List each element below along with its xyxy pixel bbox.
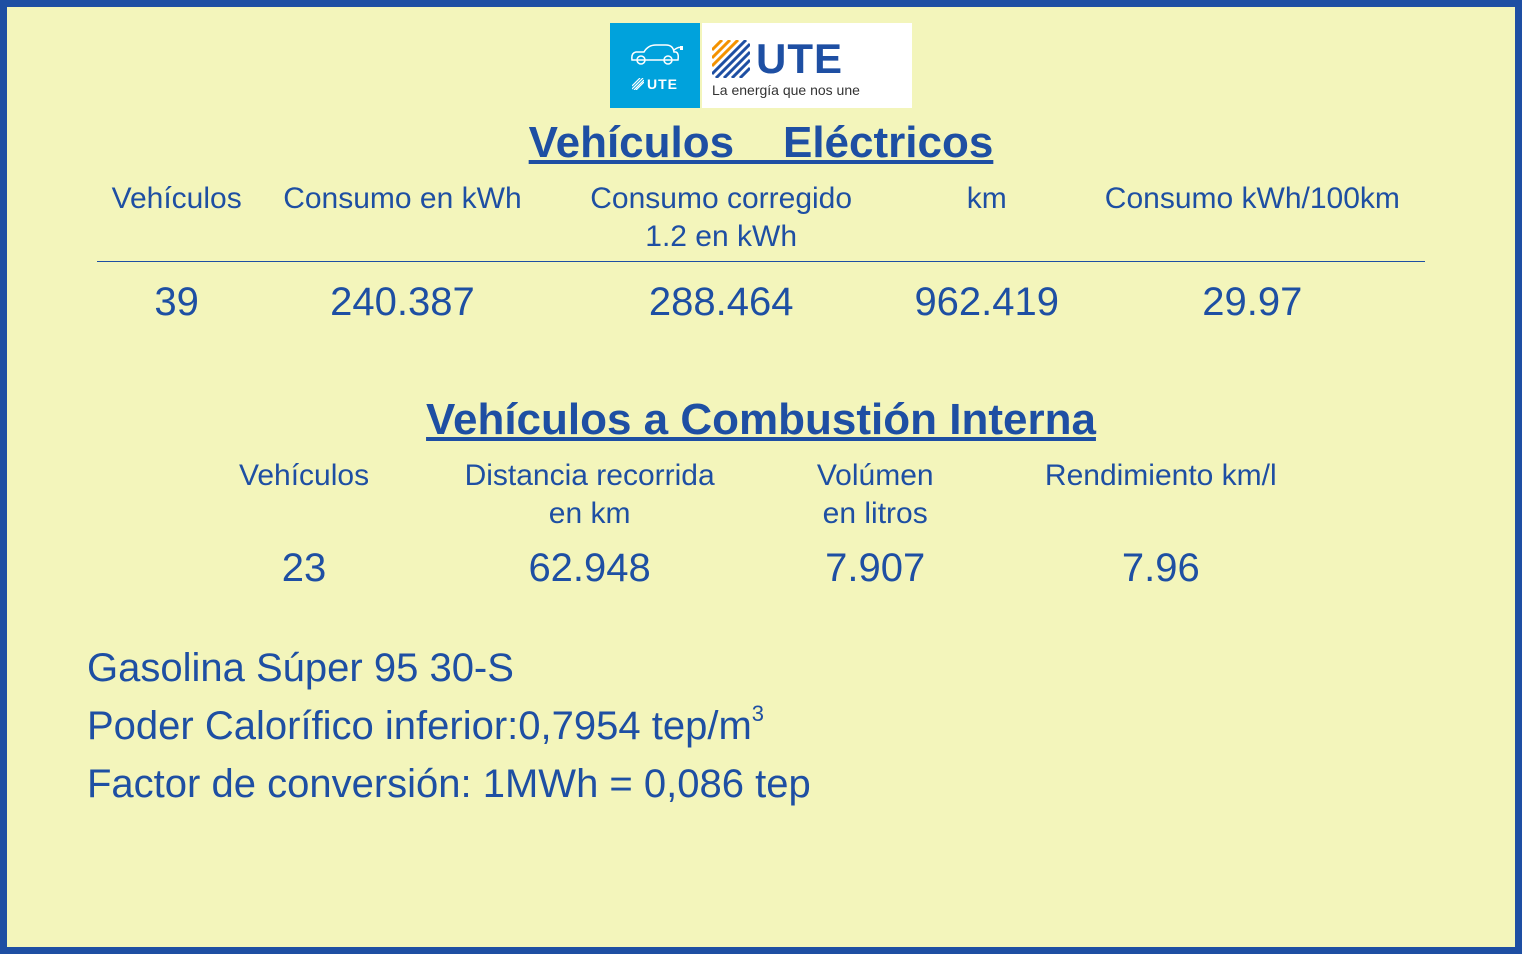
header-ic-c3-line2: en litros — [761, 495, 989, 533]
header-c3-line1: Consumo corregido — [549, 180, 894, 218]
ic-rendimiento-value: 7.96 — [989, 546, 1332, 591]
notes-block: Gasolina Súper 95 30-S Poder Calorífico … — [87, 639, 1475, 813]
header-ic-c2-line2: en km — [418, 495, 761, 533]
ute-tagline: La energía que nos une — [712, 82, 902, 98]
electric-table-row: 39 240.387 288.464 962.419 29.97 — [97, 262, 1425, 325]
ev-100km-value: 29.97 — [1080, 280, 1425, 325]
ute-text-big: UTE — [756, 38, 843, 80]
ute-stripes-icon — [712, 40, 750, 78]
ute-logo-small: UTE — [632, 76, 678, 92]
ute-stripes-icon-small — [632, 78, 644, 90]
logo-ute-main: UTE La energía que nos une — [702, 23, 912, 108]
header-c3-line2: 1.2 en kWh — [549, 218, 894, 256]
logo-row: UTE UTE La — [47, 23, 1475, 108]
ev-km-value: 962.419 — [894, 280, 1080, 325]
ute-logo-big-row: UTE — [712, 38, 902, 80]
combustion-table-header: Vehículos Distancia recorrida en km Volú… — [190, 457, 1332, 532]
ic-vehiculos-value: 23 — [190, 546, 418, 591]
header-ic-volumen: Volúmen en litros — [761, 457, 989, 532]
ev-vehiculos-value: 39 — [97, 280, 256, 325]
header-consumo-kwh: Consumo en kWh — [256, 180, 548, 218]
ute-text-small: UTE — [647, 76, 678, 92]
combustion-table-row: 23 62.948 7.907 7.96 — [190, 532, 1332, 591]
combustion-title: Vehículos a Combustión Interna — [47, 395, 1475, 445]
combustion-table: Vehículos Distancia recorrida en km Volú… — [190, 457, 1332, 591]
header-km: km — [894, 180, 1080, 218]
ic-distancia-value: 62.948 — [418, 546, 761, 591]
header-vehiculos: Vehículos — [97, 180, 256, 218]
header-consumo-100km: Consumo kWh/100km — [1080, 180, 1425, 218]
electric-table-header: Vehículos Consumo en kWh Consumo corregi… — [97, 180, 1425, 262]
header-consumo-corregido: Consumo corregido 1.2 en kWh — [549, 180, 894, 255]
header-ic-c2-line1: Distancia recorrida — [418, 457, 761, 495]
ev-consumo-value: 240.387 — [256, 280, 548, 325]
header-ic-rendimiento: Rendimiento km/l — [989, 457, 1332, 495]
note-factor-conversion: Factor de conversión: 1MWh = 0,086 tep — [87, 755, 1475, 813]
electric-table: Vehículos Consumo en kWh Consumo corregi… — [97, 180, 1425, 325]
header-ic-vehiculos: Vehículos — [190, 457, 418, 495]
note-poder-calorifico: Poder Calorífico inferior:0,7954 tep/m3 — [87, 697, 1475, 755]
ev-car-icon — [626, 40, 684, 70]
electric-title: Vehículos Eléctricos — [47, 118, 1475, 168]
header-ic-c3-line1: Volúmen — [761, 457, 989, 495]
note-pc-sup: 3 — [752, 701, 764, 726]
ev-corregido-value: 288.464 — [549, 280, 894, 325]
note-pc-text: Poder Calorífico inferior:0,7954 tep/m — [87, 704, 752, 748]
ic-volumen-value: 7.907 — [761, 546, 989, 591]
logo-ev-ute: UTE — [610, 23, 700, 108]
header-ic-distancia: Distancia recorrida en km — [418, 457, 761, 532]
note-gasolina: Gasolina Súper 95 30-S — [87, 639, 1475, 697]
slide-container: UTE UTE La — [0, 0, 1522, 954]
